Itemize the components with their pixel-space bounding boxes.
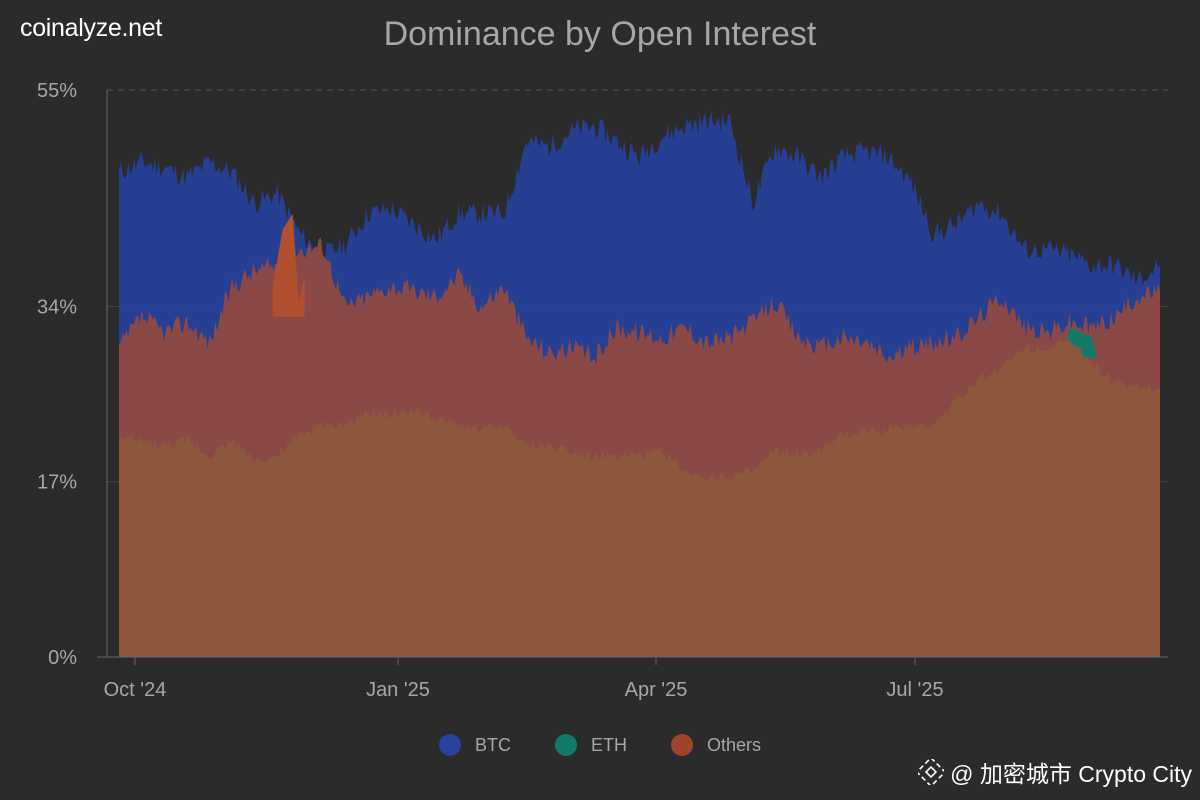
legend-label-btc: BTC	[474, 734, 511, 755]
area-others-spike	[272, 213, 305, 317]
legend-label-others: Others	[706, 734, 762, 755]
legend-item-others[interactable]: Others	[670, 734, 762, 756]
watermark: @ 加密城市 Crypto City	[918, 755, 1192, 789]
y-tick-label: 0%	[48, 647, 77, 669]
binance-diamond-icon	[918, 759, 945, 785]
x-tick-label: Apr '25	[625, 679, 688, 701]
x-tick-label: Jul '25	[886, 679, 943, 701]
x-tick-label: Oct '24	[104, 679, 167, 701]
axis-layer: 0% 17% 34% 55% Oct '24 Jan '25 Apr '25 Jul '25	[37, 80, 1168, 701]
legend-item-eth[interactable]: ETH	[554, 734, 627, 756]
legend-swatch-btc	[438, 734, 461, 756]
area-layer	[119, 110, 1160, 657]
legend-item-btc[interactable]: BTC	[438, 734, 511, 756]
legend-label-eth: ETH	[590, 734, 627, 755]
chart-legend: BTC ETH Others	[0, 734, 1200, 756]
chart-title: Dominance by Open Interest	[383, 15, 817, 53]
y-tick-label: 55%	[37, 80, 77, 102]
y-tick-label: 17%	[37, 472, 77, 494]
legend-swatch-eth	[554, 734, 577, 756]
area-series-4	[119, 340, 1160, 657]
watermark-text: @ 加密城市 Crypto City	[950, 761, 1192, 787]
legend-swatch-others	[670, 734, 693, 756]
brand-logo-text: coinalyze.net	[20, 14, 163, 42]
y-tick-label: 34%	[37, 296, 77, 318]
x-tick-label: Jan '25	[366, 679, 430, 701]
